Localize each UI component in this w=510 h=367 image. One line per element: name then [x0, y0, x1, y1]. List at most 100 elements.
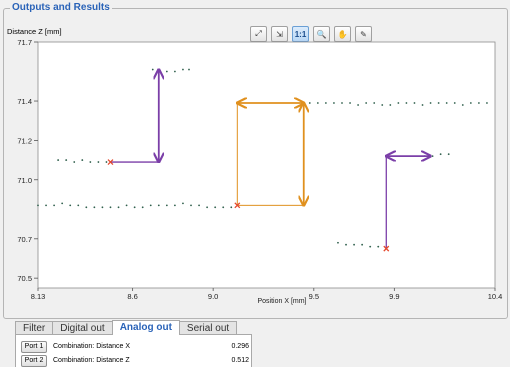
fit-view-icon[interactable]: ⤢ — [250, 26, 267, 42]
profile-point — [365, 102, 368, 104]
profile-point — [222, 206, 225, 209]
profile-point — [101, 206, 104, 209]
x-tick-label: 8.13 — [31, 292, 46, 301]
tab-analog-out[interactable]: Analog out — [111, 320, 180, 335]
x-tick-label: 9.9 — [389, 292, 399, 301]
profile-point — [308, 102, 311, 104]
profile-point — [53, 204, 56, 207]
profile-point — [361, 243, 364, 246]
profile-point — [188, 68, 190, 71]
profile-point — [214, 206, 217, 209]
profile-point — [109, 206, 112, 209]
profile-point — [89, 161, 92, 163]
profile-point — [431, 155, 434, 158]
tab-serial-out[interactable]: Serial out — [178, 321, 238, 335]
result-label: Combination: Distance X — [53, 343, 131, 350]
profile-point — [377, 245, 380, 248]
profile-point — [85, 206, 88, 209]
port-1-button[interactable]: Port 1 — [21, 340, 47, 353]
profile-point — [413, 102, 416, 104]
profile-point — [369, 245, 372, 248]
chart-toolbar: ⤢ ⇲ 1:1 🔍 ✋ ✎ — [250, 26, 372, 43]
profile-point — [316, 102, 319, 104]
profile-point — [57, 159, 60, 161]
profile-point — [405, 102, 408, 104]
profile-point — [73, 161, 76, 163]
one-to-one-icon[interactable]: 1:1 — [292, 26, 309, 42]
eyedropper-icon[interactable]: ✎ — [355, 26, 372, 42]
magnifier-icon[interactable]: 🔍 — [313, 26, 330, 42]
profile-point — [65, 159, 68, 161]
profile-point — [93, 206, 96, 209]
plot-area — [37, 41, 496, 289]
profile-point — [461, 104, 464, 106]
y-tick-label: 70.5 — [17, 274, 32, 283]
profile-point — [198, 204, 200, 207]
profile-point — [345, 243, 347, 246]
profile-point — [447, 153, 450, 156]
tab-filter[interactable]: Filter — [15, 321, 54, 335]
x-tick-label: 10.4 — [488, 292, 503, 301]
profile-point — [349, 102, 351, 104]
profile-point — [453, 102, 456, 104]
profile-point — [81, 159, 84, 161]
profile-point — [157, 204, 160, 207]
anchor-marker — [383, 245, 390, 252]
profile-point — [61, 202, 64, 205]
profile-point — [439, 153, 442, 156]
profile-point — [165, 204, 168, 207]
analog-out-panel: Port 1 Combination: Distance X 0.296 Por… — [15, 334, 252, 367]
profile-point — [230, 206, 233, 209]
tab-digital-out[interactable]: Digital out — [52, 321, 113, 335]
profile-point — [357, 104, 360, 106]
anchor-marker — [107, 159, 114, 166]
group-title: Outputs and Results — [10, 2, 112, 13]
profile-point — [486, 102, 488, 104]
profile-point — [341, 102, 343, 104]
profile-point — [105, 161, 108, 163]
profile-point — [477, 102, 480, 104]
outputs-results-group — [3, 8, 508, 319]
profile-point — [381, 104, 384, 106]
profile-point — [445, 102, 448, 104]
y-tick-label: 71.0 — [17, 176, 32, 185]
profile-point — [429, 102, 432, 104]
result-label: Combination: Distance Z — [53, 357, 130, 364]
profile-point — [373, 102, 376, 104]
x-axis-title: Position X [mm] — [257, 298, 306, 305]
zoom-region-icon[interactable]: ⇲ — [271, 26, 288, 42]
profile-point — [149, 204, 152, 207]
result-row-1: Port 1 Combination: Distance X 0.296 — [21, 340, 249, 353]
profile-point — [151, 68, 154, 71]
profile-point — [182, 202, 184, 205]
y-axis-title: Distance Z [mm] — [7, 27, 62, 36]
profile-point — [353, 243, 355, 246]
profile-point — [173, 204, 176, 207]
profile-point — [125, 204, 128, 207]
x-tick-label: 9.0 — [208, 292, 218, 301]
profile-point — [421, 104, 424, 106]
profile-point — [37, 204, 39, 207]
x-tick-label: 9.5 — [309, 292, 319, 301]
anchor-marker — [234, 202, 241, 209]
profile-point — [389, 104, 392, 106]
profile-point — [133, 206, 136, 209]
profile-chart[interactable]: 70.5 70.7 71.0 71.2 71.4 71.7 8.13 8.6 9.0 9.5 9.9… — [0, 0, 510, 320]
result-value: 0.512 — [231, 357, 249, 364]
profile-point — [437, 102, 440, 104]
y-tick-label: 71.7 — [17, 38, 32, 47]
profile-point — [397, 102, 400, 104]
profile-point — [337, 241, 339, 244]
profile-point — [165, 70, 168, 73]
y-tick-label: 70.7 — [17, 235, 32, 244]
profile-point — [333, 102, 335, 104]
port-2-button[interactable]: Port 2 — [21, 354, 47, 367]
profile-point — [77, 204, 80, 207]
result-row-2: Port 2 Combination: Distance Z 0.512 — [21, 354, 249, 367]
profile-point — [469, 102, 472, 104]
pan-hand-icon[interactable]: ✋ — [334, 26, 351, 42]
x-tick-label: 8.6 — [127, 292, 137, 301]
profile-point — [324, 102, 327, 104]
profile-point — [117, 206, 120, 209]
profile-point — [69, 204, 72, 207]
